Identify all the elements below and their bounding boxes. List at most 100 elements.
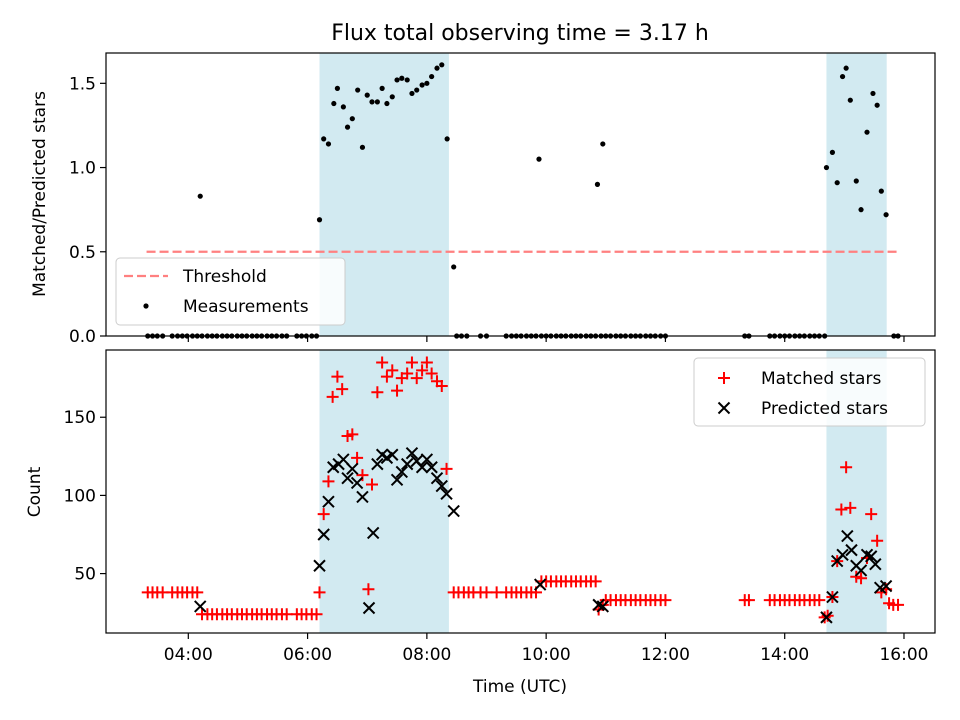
- predicted-star-marker-25: [430, 472, 444, 485]
- predicted-star-marker-13: [371, 457, 384, 471]
- measurements-point-44: [364, 92, 370, 98]
- predicted-star-marker-41: [864, 550, 878, 563]
- matched-star-marker-49: [391, 384, 404, 397]
- matched-star-marker-46: [376, 356, 389, 369]
- measurements-point-48: [384, 100, 390, 107]
- predicted-star-marker-16: [386, 448, 399, 461]
- predicted-star-marker-9: [350, 476, 364, 490]
- legend-predicted-label: Predicted stars: [761, 399, 888, 419]
- matched-star-marker-9: [191, 586, 204, 599]
- predicted-star-marker-27: [440, 487, 453, 501]
- measurements-point-127: [874, 102, 880, 108]
- legend-threshold-label: Threshold: [182, 267, 267, 287]
- predicted-star-marker-11: [362, 601, 376, 615]
- matched-star-marker-37: [331, 370, 344, 383]
- measurements-point-10: [197, 193, 203, 199]
- measurements-point-123: [853, 178, 859, 184]
- matched-star-marker-41: [351, 451, 364, 464]
- matched-star-marker-55: [420, 356, 433, 369]
- matched-star-marker-53: [410, 372, 423, 385]
- predicted-star-marker-37: [845, 543, 858, 557]
- measurements-point-120: [839, 73, 846, 80]
- measurements-point-42: [355, 87, 361, 93]
- matched-star-marker-123: [855, 572, 868, 585]
- matched-star-marker-34: [317, 508, 330, 521]
- predicted-star-marker-44: [879, 579, 893, 593]
- matched-star-marker-121: [844, 501, 857, 514]
- measurements-point-126: [870, 90, 876, 97]
- legend-measurements-label: Measurements: [183, 297, 309, 317]
- matched-star-marker-119: [835, 503, 848, 516]
- matched-star-marker-101: [659, 594, 672, 607]
- measurements-point-128: [878, 188, 884, 194]
- measurements-point-52: [404, 77, 410, 83]
- measurements-point-55: [419, 82, 425, 88]
- measurements-point-43: [359, 144, 366, 150]
- matched-star-marker-44: [365, 478, 378, 491]
- predicted-star-marker-7: [341, 472, 354, 485]
- matched-star-marker-42: [356, 469, 369, 482]
- predicted-star-marker-42: [869, 557, 882, 571]
- matched-star-marker-125: [865, 508, 878, 521]
- measurements-point-118: [829, 149, 836, 155]
- matched-star-marker-32: [310, 608, 323, 621]
- predicted-star-marker-2: [317, 528, 330, 541]
- matched-star-marker-35: [322, 475, 335, 488]
- matched-star-marker-58: [435, 379, 448, 392]
- top-axes-frame: [105, 52, 936, 337]
- matched-star-marker-54: [416, 364, 429, 377]
- predicted-star-marker-22: [415, 461, 429, 474]
- top-legend-box: [115, 257, 346, 326]
- matched-star-marker-48: [386, 364, 399, 377]
- bottom-axes-frame: [105, 349, 936, 634]
- measurements-point-38: [334, 85, 341, 91]
- top-ytick-label-0: 0.0: [69, 327, 96, 347]
- measurements-point-37: [331, 100, 337, 107]
- predicted-star-marker-35: [836, 548, 849, 562]
- measurements-point-46: [374, 99, 380, 105]
- measurements-point-129: [883, 212, 889, 218]
- legend-matched-swatch: [718, 372, 730, 384]
- xtick-label-2: 08:00: [402, 645, 451, 665]
- measurements-point-117: [823, 164, 830, 171]
- matched-star-marker-115: [818, 611, 831, 624]
- measurements-point-41: [349, 116, 355, 122]
- matched-star-marker-103: [742, 594, 755, 607]
- measurements-point-57: [429, 73, 435, 80]
- measurements-point-61: [451, 264, 457, 270]
- measurements-point-53: [409, 90, 415, 97]
- predicted-star-marker-33: [826, 590, 839, 604]
- matched-star-marker-86: [589, 575, 602, 588]
- chart-title: Flux total observing time = 3.17 h: [331, 21, 709, 46]
- measurements-point-49: [389, 94, 395, 100]
- measurements-point-54: [414, 87, 420, 93]
- matched-star-marker-51: [401, 367, 414, 380]
- top-y-axis-label: Matched/Predicted stars: [30, 91, 50, 297]
- legend-measurements-swatch: [143, 303, 149, 309]
- matched-star-marker-27: [280, 608, 293, 621]
- xtick-label-6: 16:00: [879, 645, 928, 665]
- matched-star-marker-38: [336, 383, 349, 396]
- predicted-star-marker-36: [841, 529, 854, 543]
- measurements-point-121: [843, 65, 849, 71]
- predicted-star-marker-20: [405, 446, 419, 460]
- matched-star-marker-59: [440, 462, 453, 475]
- measurements-point-122: [847, 97, 853, 103]
- measurements-point-39: [340, 104, 346, 110]
- matched-star-marker-45: [371, 386, 384, 399]
- measurements-point-89: [600, 141, 606, 147]
- matched-star-marker-43: [362, 583, 375, 596]
- measurements-point-50: [394, 77, 400, 83]
- predicted-star-marker-23: [420, 453, 434, 466]
- predicted-star-marker-8: [346, 462, 359, 476]
- matched-star-marker-52: [405, 356, 418, 369]
- bottom-shaded-span-0: [319, 350, 449, 633]
- bottom-legend-box: [693, 357, 926, 427]
- bottom-ytick-label-2: 150: [64, 408, 96, 428]
- measurements-point-34: [316, 217, 323, 223]
- matched-star-marker-40: [346, 428, 359, 441]
- predicted-star-marker-10: [356, 490, 369, 504]
- predicted-star-marker-28: [447, 504, 460, 518]
- measurements-point-47: [379, 85, 385, 91]
